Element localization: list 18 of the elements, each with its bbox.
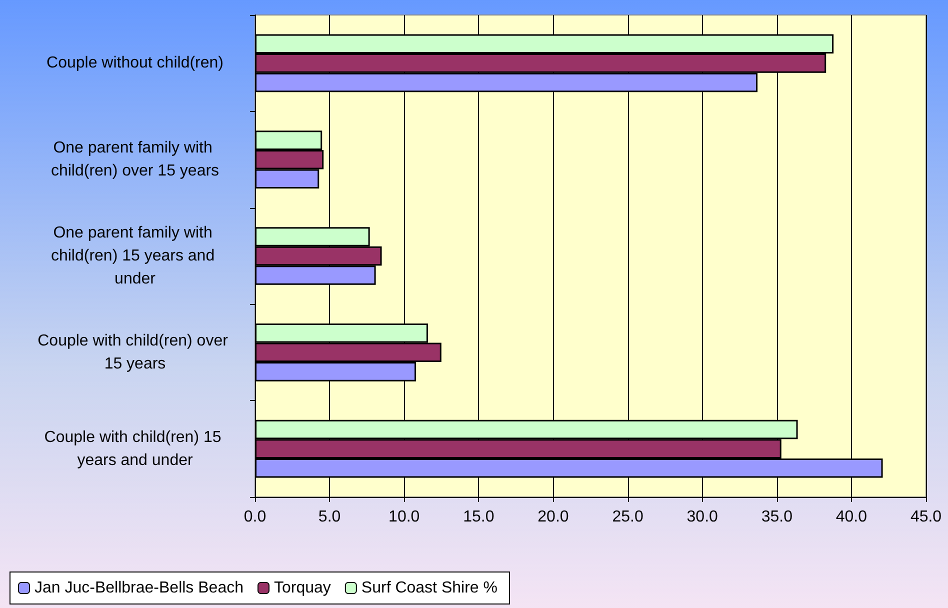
x-tick-label: 25.0 (612, 508, 644, 526)
legend-label: Jan Juc-Bellbrae-Bells Beach (34, 580, 244, 596)
x-tick-label: 35.0 (761, 508, 793, 526)
legend-label: Surf Coast Shire % (361, 580, 498, 596)
x-tick-label: 30.0 (686, 508, 718, 526)
legend-label: Torquay (274, 580, 331, 596)
y-tick-label: One parent family with child(ren) over 15 years (50, 140, 220, 180)
x-tick-label: 0.0 (244, 508, 266, 526)
x-tick-label: 10.0 (388, 508, 420, 526)
y-tick-label: One parent family with child(ren) 15 years and under (50, 224, 220, 288)
x-tick-label: 40.0 (836, 508, 868, 526)
x-tick-label: 5.0 (318, 508, 341, 526)
y-tick-label: Couple without child(ren) (46, 54, 224, 72)
y-tick-label: Couple with child(ren) 15 years and under (44, 428, 226, 469)
x-tick-label: 20.0 (538, 508, 569, 526)
y-tick-label: Couple with child(ren) over 15 years (38, 332, 232, 372)
x-tick-label: 45.0 (910, 508, 942, 526)
x-tick-label: 15.0 (463, 508, 494, 526)
